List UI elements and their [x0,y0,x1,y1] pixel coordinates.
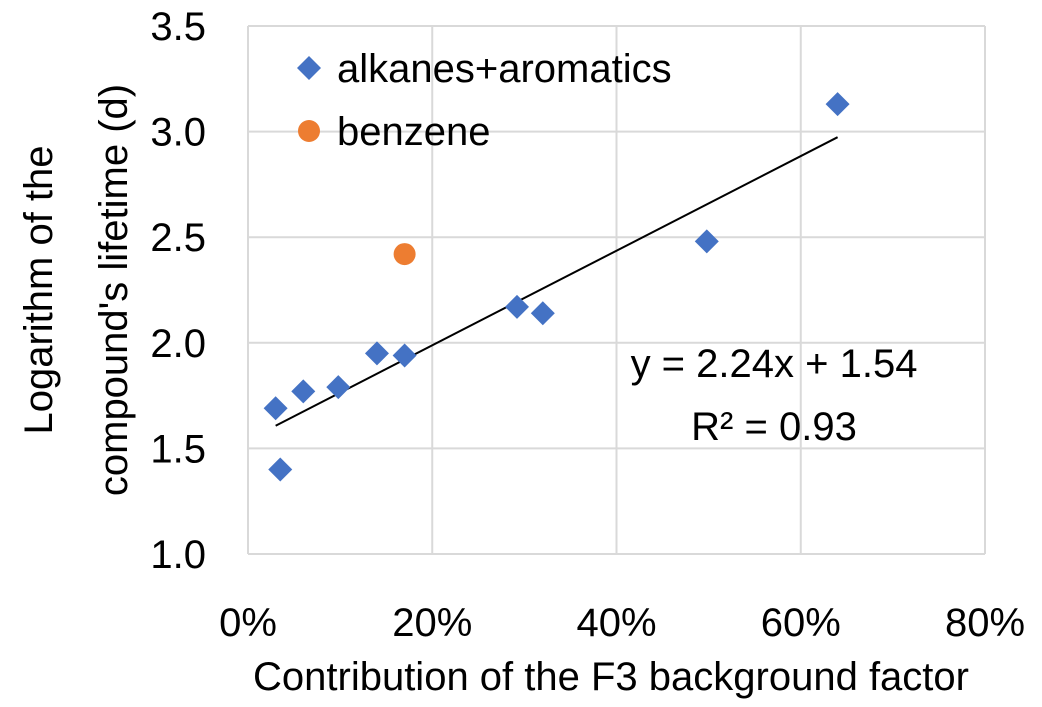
point-alkanes-aromatics-7 [530,301,555,326]
trendline-equation: y = 2.24x + 1.54 [631,342,918,386]
point-alkanes-aromatics-6 [505,294,530,319]
point-alkanes-aromatics-0 [263,396,288,421]
y-tick-label-0: 1.0 [150,533,206,577]
legend-marker-alkanes-aromatics [297,56,321,80]
y-tick-labels: 1.0 1.5 2.0 2.5 3.0 3.5 [150,5,206,577]
trendline [275,136,839,427]
points-layer [263,92,850,482]
trendline-layer [275,136,839,427]
x-tick-labels: 0% 20% 40% 60% 80% [219,601,1025,645]
legend-diamond-marker [297,56,321,80]
point-alkanes-aromatics-8 [694,229,719,254]
x-tick-label-1: 20% [392,601,472,645]
point-alkanes-aromatics-9 [825,92,850,117]
x-tick-label-3: 60% [761,601,841,645]
point-benzene-0 [393,243,416,266]
point-alkanes-aromatics-2 [291,379,316,404]
legend-label-alkanes-aromatics: alkanes+aromatics [337,47,672,91]
x-axis-title: Contribution of the F3 background factor [253,655,969,699]
legend-marker-benzene [298,120,320,142]
y-axis-title-line-2: compound's lifetime (d) [92,84,136,496]
point-alkanes-aromatics-5 [392,343,417,368]
point-alkanes-aromatics-1 [268,457,293,482]
gridlines [247,25,986,555]
x-tick-label-0: 0% [219,601,277,645]
y-tick-label-2: 2.0 [150,322,206,366]
y-tick-label-3: 2.5 [150,216,206,260]
legend-label-benzene: benzene [337,110,490,154]
x-tick-label-2: 40% [576,601,656,645]
y-tick-label-5: 3.5 [150,5,206,49]
point-alkanes-aromatics-4 [364,341,389,366]
x-tick-label-4: 80% [945,601,1025,645]
y-tick-label-4: 3.0 [150,111,206,155]
r-squared-label: R² = 0.93 [691,405,857,449]
legend-circle-marker [298,120,320,142]
point-alkanes-aromatics-3 [326,375,351,400]
y-axis-title-line-1: Logarithm of the [17,145,61,434]
y-tick-label-1: 1.5 [150,427,206,471]
legend: alkanes+aromatics benzene [297,47,672,154]
